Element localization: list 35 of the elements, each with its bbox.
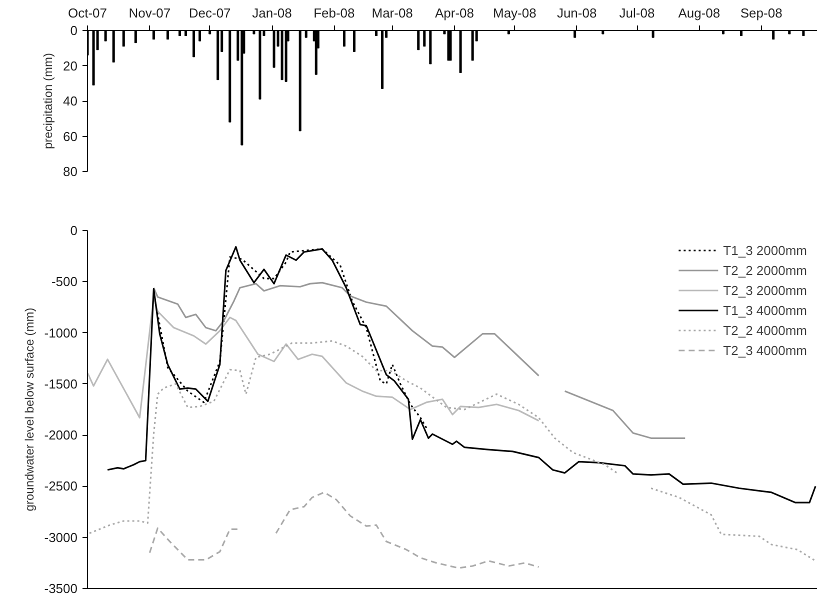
y-tick-label: 60 bbox=[63, 128, 78, 144]
x-tick-label: May-08 bbox=[492, 6, 536, 20]
x-tick-label: Oct-07 bbox=[68, 6, 108, 20]
x-tick-label: Feb-08 bbox=[314, 6, 355, 20]
x-tick-label: Dec-07 bbox=[188, 6, 231, 20]
x-tick-label: Nov-07 bbox=[128, 6, 171, 20]
y-tick-label: -2500 bbox=[44, 478, 78, 494]
y-axis-title: groundwater level below surface (mm) bbox=[22, 308, 36, 512]
legend-label: T2_3 2000mm bbox=[723, 282, 807, 298]
x-tick-label: Apr-08 bbox=[434, 6, 474, 20]
y-tick-label: -500 bbox=[51, 274, 78, 290]
x-tick-label: Jun-08 bbox=[556, 6, 597, 20]
y-tick-label: 0 bbox=[70, 23, 78, 38]
x-tick-label: Aug-08 bbox=[678, 6, 720, 20]
x-tick-label: Mar-08 bbox=[372, 6, 413, 20]
y-tick-label: -1000 bbox=[44, 325, 78, 340]
x-tick-label: Jul-08 bbox=[619, 6, 655, 20]
legend-label: T1_3 4000mm bbox=[723, 302, 807, 318]
y-tick-label: -1500 bbox=[44, 376, 78, 392]
legend-label: T2_2 4000mm bbox=[723, 322, 807, 338]
y-tick-label: 40 bbox=[63, 94, 78, 108]
legend-label: T2_2 2000mm bbox=[723, 262, 807, 278]
legend-label: T1_3 2000mm bbox=[723, 242, 807, 258]
y-tick-label: -3500 bbox=[44, 581, 78, 596]
line-series bbox=[106, 246, 816, 504]
y-tick-label: 0 bbox=[70, 223, 78, 238]
legend-label: T2_3 4000mm bbox=[723, 342, 807, 358]
y-tick-label: -3000 bbox=[44, 530, 78, 545]
y-tick-label: -2000 bbox=[44, 428, 78, 443]
y-axis-title: precipitation (mm) bbox=[41, 52, 56, 150]
y-tick-label: 80 bbox=[63, 164, 78, 179]
x-tick-label: Jan-08 bbox=[252, 6, 292, 20]
x-tick-label: Sep-08 bbox=[740, 6, 782, 20]
y-tick-label: 20 bbox=[63, 58, 78, 74]
line-series bbox=[88, 296, 540, 422]
